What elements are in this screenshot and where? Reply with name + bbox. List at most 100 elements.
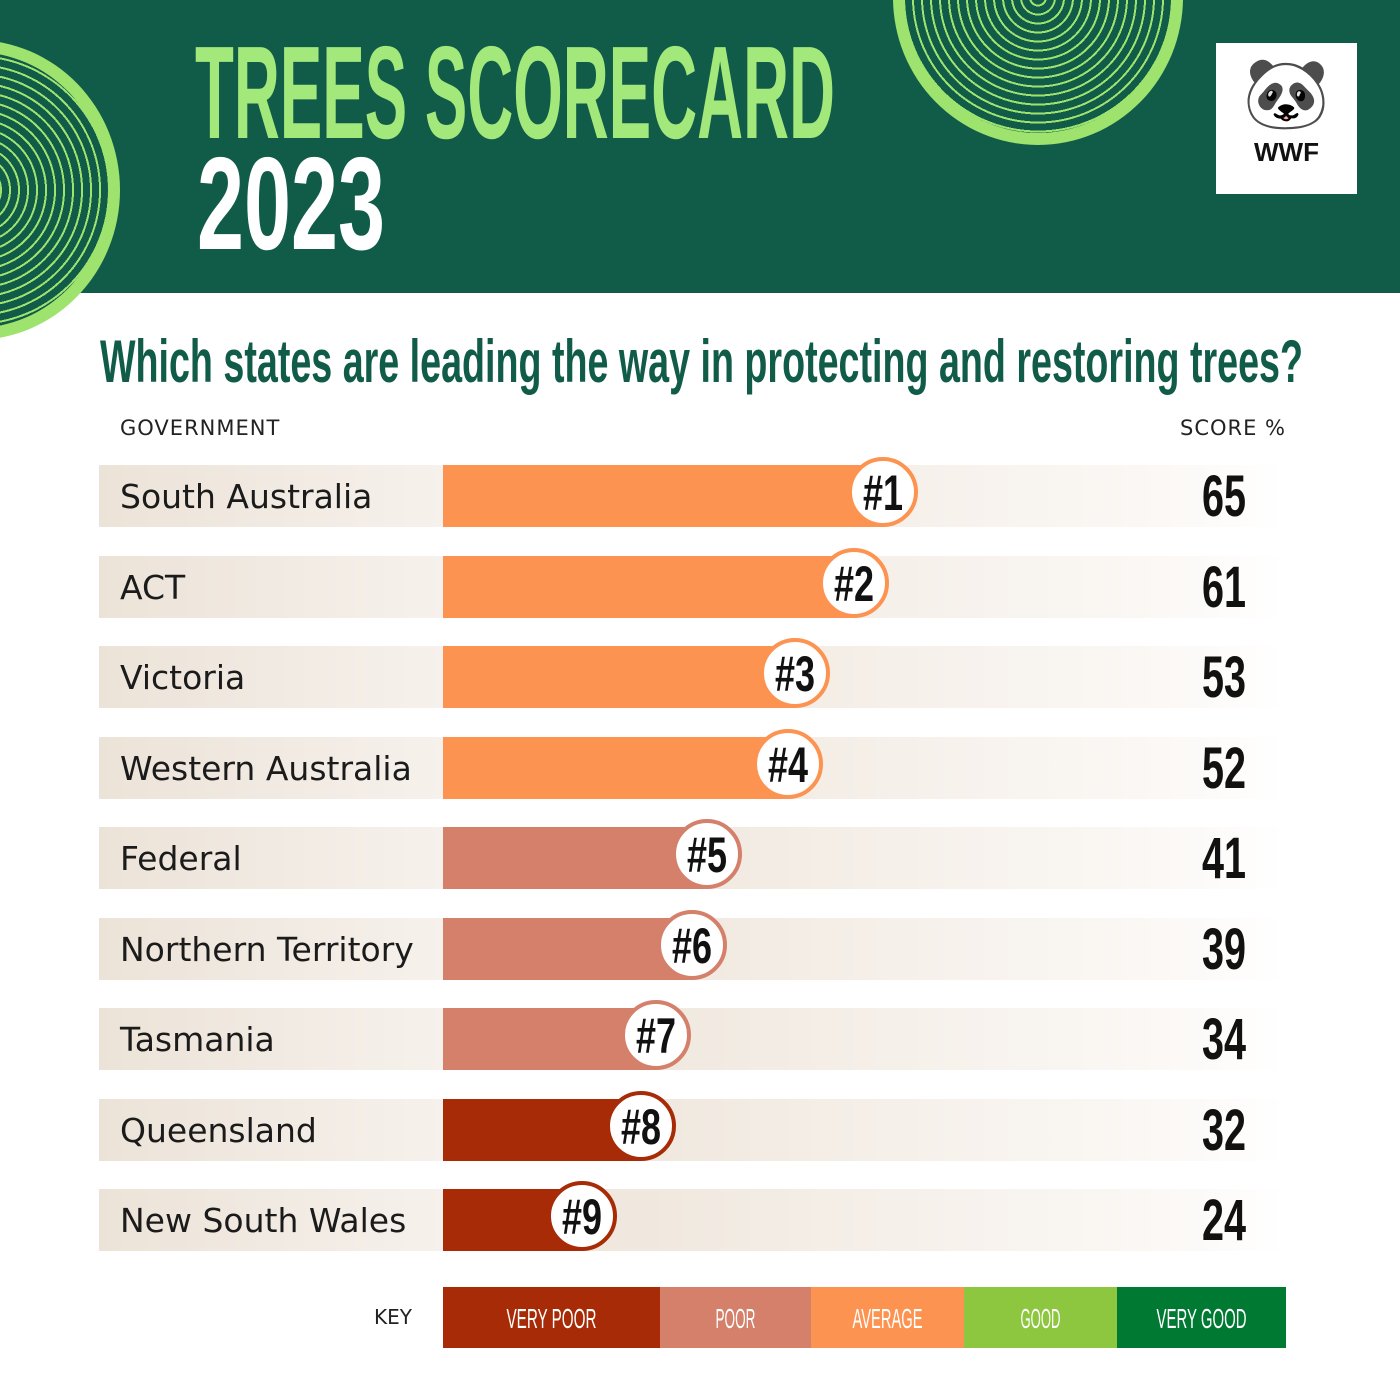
- name-cell: Queensland: [99, 1098, 443, 1161]
- rank-label: #7: [636, 1008, 676, 1064]
- rank-label-svg: #1: [863, 465, 903, 521]
- category-label: New South Wales: [120, 1201, 407, 1240]
- rank-badge: #7: [620, 1000, 691, 1070]
- key-item-label: GOOD: [1021, 1303, 1061, 1334]
- rank-label: #9: [562, 1189, 602, 1245]
- score-value: 34: [1202, 1014, 1246, 1064]
- category-label: Queensland: [120, 1110, 317, 1150]
- key-item-very-poor: VERY POOR: [443, 1287, 660, 1348]
- key-item-label: VERY GOOD: [1157, 1303, 1247, 1334]
- rank-label: #5: [687, 827, 727, 883]
- rank-badge: #4: [752, 728, 823, 799]
- category-label: Tasmania: [120, 1020, 275, 1059]
- rank-label: #8: [621, 1099, 661, 1155]
- title-text: TREES SCORECARD: [195, 19, 835, 150]
- category-label: Western Australia: [120, 748, 412, 788]
- score-value: 24: [1202, 1195, 1246, 1245]
- rank-label: #2: [834, 556, 874, 612]
- value-label: 34: [1202, 1014, 1246, 1064]
- bar: [443, 646, 796, 708]
- value-label: 39: [1202, 924, 1246, 974]
- key-item-average: AVERAGE: [811, 1287, 964, 1348]
- score-value: 52: [1202, 743, 1246, 793]
- tree-ring-right: [893, 0, 1183, 145]
- rank-badge: #1: [848, 457, 919, 527]
- bar-row: Northern Territory #6 39: [99, 909, 1285, 980]
- logo-text: WWF: [1254, 137, 1319, 167]
- score-value: 65: [1202, 471, 1246, 521]
- header-banner: TREES SCORECARD 2023 🐼 WWF: [0, 0, 1400, 293]
- rank-label: #3: [775, 646, 815, 702]
- name-cell: Western Australia: [99, 736, 443, 799]
- category-label: ACT: [120, 567, 186, 607]
- wwf-logo: 🐼 WWF: [1216, 43, 1357, 194]
- rank-label-svg: #7: [636, 1008, 676, 1064]
- bar-row: Federal #5 41: [99, 819, 1285, 889]
- chart-title-text: Which states are leading the way in prot…: [100, 330, 1303, 395]
- name-cell: Victoria: [99, 646, 443, 708]
- value-label: 61: [1202, 562, 1246, 612]
- value-label: 41: [1202, 833, 1246, 883]
- title-year: 2023: [197, 148, 385, 258]
- name-cell: South Australia: [99, 465, 443, 527]
- bar-row: Western Australia #4 52: [99, 728, 1285, 799]
- rank-label-svg: #5: [687, 827, 727, 883]
- score-value: 41: [1202, 833, 1246, 883]
- rank-badge: #6: [657, 909, 728, 980]
- bar-row: Queensland #8 32: [99, 1090, 1285, 1161]
- bar: [443, 827, 707, 889]
- value-label: 32: [1202, 1105, 1246, 1155]
- rank-label-svg: #3: [775, 646, 815, 702]
- key-item-label-svg: POOR: [716, 1303, 756, 1334]
- tree-ring-left: [0, 40, 120, 293]
- bar-row: South Australia #1 65: [99, 457, 1285, 527]
- rank-badge: #9: [547, 1181, 618, 1251]
- name-cell: Federal: [99, 827, 443, 889]
- panda-icon: 🐼: [1242, 52, 1331, 134]
- category-label: Northern Territory: [120, 929, 414, 969]
- score-header: SCORE %: [1180, 416, 1287, 440]
- government-header: GOVERNMENT: [120, 416, 281, 440]
- chart-title: Which states are leading the way in prot…: [100, 330, 1303, 395]
- name-cell: Northern Territory: [99, 917, 443, 980]
- key-label: KEY: [374, 1305, 412, 1329]
- key-item-label-svg: GOOD: [1021, 1303, 1061, 1334]
- name-cell: Tasmania: [99, 1008, 443, 1070]
- key-item-very-good: VERY GOOD: [1117, 1287, 1286, 1348]
- key-item-good: GOOD: [964, 1287, 1117, 1348]
- category-label: Victoria: [120, 658, 246, 697]
- key-item-label: POOR: [716, 1303, 756, 1334]
- title-year-text: 2023: [197, 148, 385, 258]
- bar-row: New South Wales #9 24: [99, 1181, 1285, 1251]
- title: TREES SCORECARD: [195, 19, 835, 150]
- bar-row: ACT #2 61: [99, 547, 1285, 618]
- rank-label-svg: #6: [672, 918, 712, 974]
- score-value: 39: [1202, 924, 1246, 974]
- rank-badge: #3: [760, 638, 831, 708]
- category-label: Federal: [120, 839, 242, 878]
- value-label: 52: [1202, 743, 1246, 793]
- key-item-label: VERY POOR: [507, 1303, 597, 1334]
- rank-badge: #2: [818, 547, 889, 618]
- bar: [443, 465, 884, 527]
- rank-label: #6: [672, 918, 712, 974]
- bar: [443, 555, 854, 618]
- bar-row: Victoria #3 53: [99, 638, 1285, 708]
- score-value: 61: [1202, 562, 1246, 612]
- name-cell: New South Wales: [99, 1189, 443, 1251]
- tree-ring-left-overflow: [0, 293, 100, 338]
- score-value: 53: [1202, 652, 1246, 702]
- value-label: 65: [1202, 471, 1246, 521]
- key-item-label-svg: VERY GOOD: [1157, 1303, 1247, 1334]
- key-item-label-svg: AVERAGE: [853, 1303, 923, 1334]
- tree-ring-left-tail: [0, 293, 100, 338]
- value-label: 24: [1202, 1195, 1246, 1245]
- key-item-poor: POOR: [660, 1287, 811, 1348]
- bar: [443, 1008, 656, 1070]
- bar: [443, 736, 788, 799]
- rank-label-svg: #9: [562, 1189, 602, 1245]
- rank-label: #4: [768, 737, 808, 793]
- rank-label: #1: [863, 465, 903, 521]
- rank-label-svg: #4: [768, 737, 808, 793]
- name-cell: ACT: [99, 555, 443, 618]
